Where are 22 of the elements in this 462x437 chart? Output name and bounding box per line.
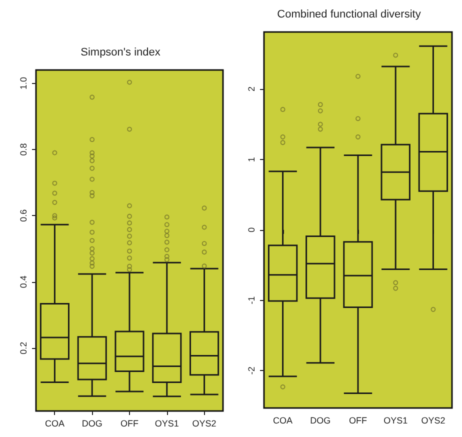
x-tick-label: OFF	[120, 418, 139, 428]
x-tick-label: COA	[273, 416, 293, 426]
y-tick-label: 0.8	[18, 143, 28, 156]
x-tick-label: OYS2	[192, 418, 216, 428]
x-tick-label: DOG	[82, 418, 102, 428]
y-tick-label: 1	[246, 156, 256, 162]
x-tick-label: OYS1	[154, 418, 179, 428]
x-tick-label: OYS2	[421, 416, 446, 426]
y-tick-label: 0.4	[18, 276, 28, 288]
y-tick-label: -2	[246, 366, 256, 375]
chart-title: Combined functional diversity	[277, 8, 422, 20]
y-tick-label: 1.0	[18, 76, 28, 90]
x-tick-label: DOG	[310, 416, 331, 426]
x-tick-label: COA	[44, 418, 64, 428]
y-tick-label: 0.6	[18, 209, 28, 222]
y-tick-label: 2	[246, 86, 256, 92]
x-tick-label: OFF	[349, 416, 368, 426]
y-tick-label: 0	[246, 227, 256, 232]
chart-title: Simpson's index	[80, 46, 161, 58]
y-tick-label: -1	[246, 296, 256, 304]
y-tick-label: 0.2	[18, 342, 28, 354]
x-tick-label: OYS1	[384, 416, 408, 426]
